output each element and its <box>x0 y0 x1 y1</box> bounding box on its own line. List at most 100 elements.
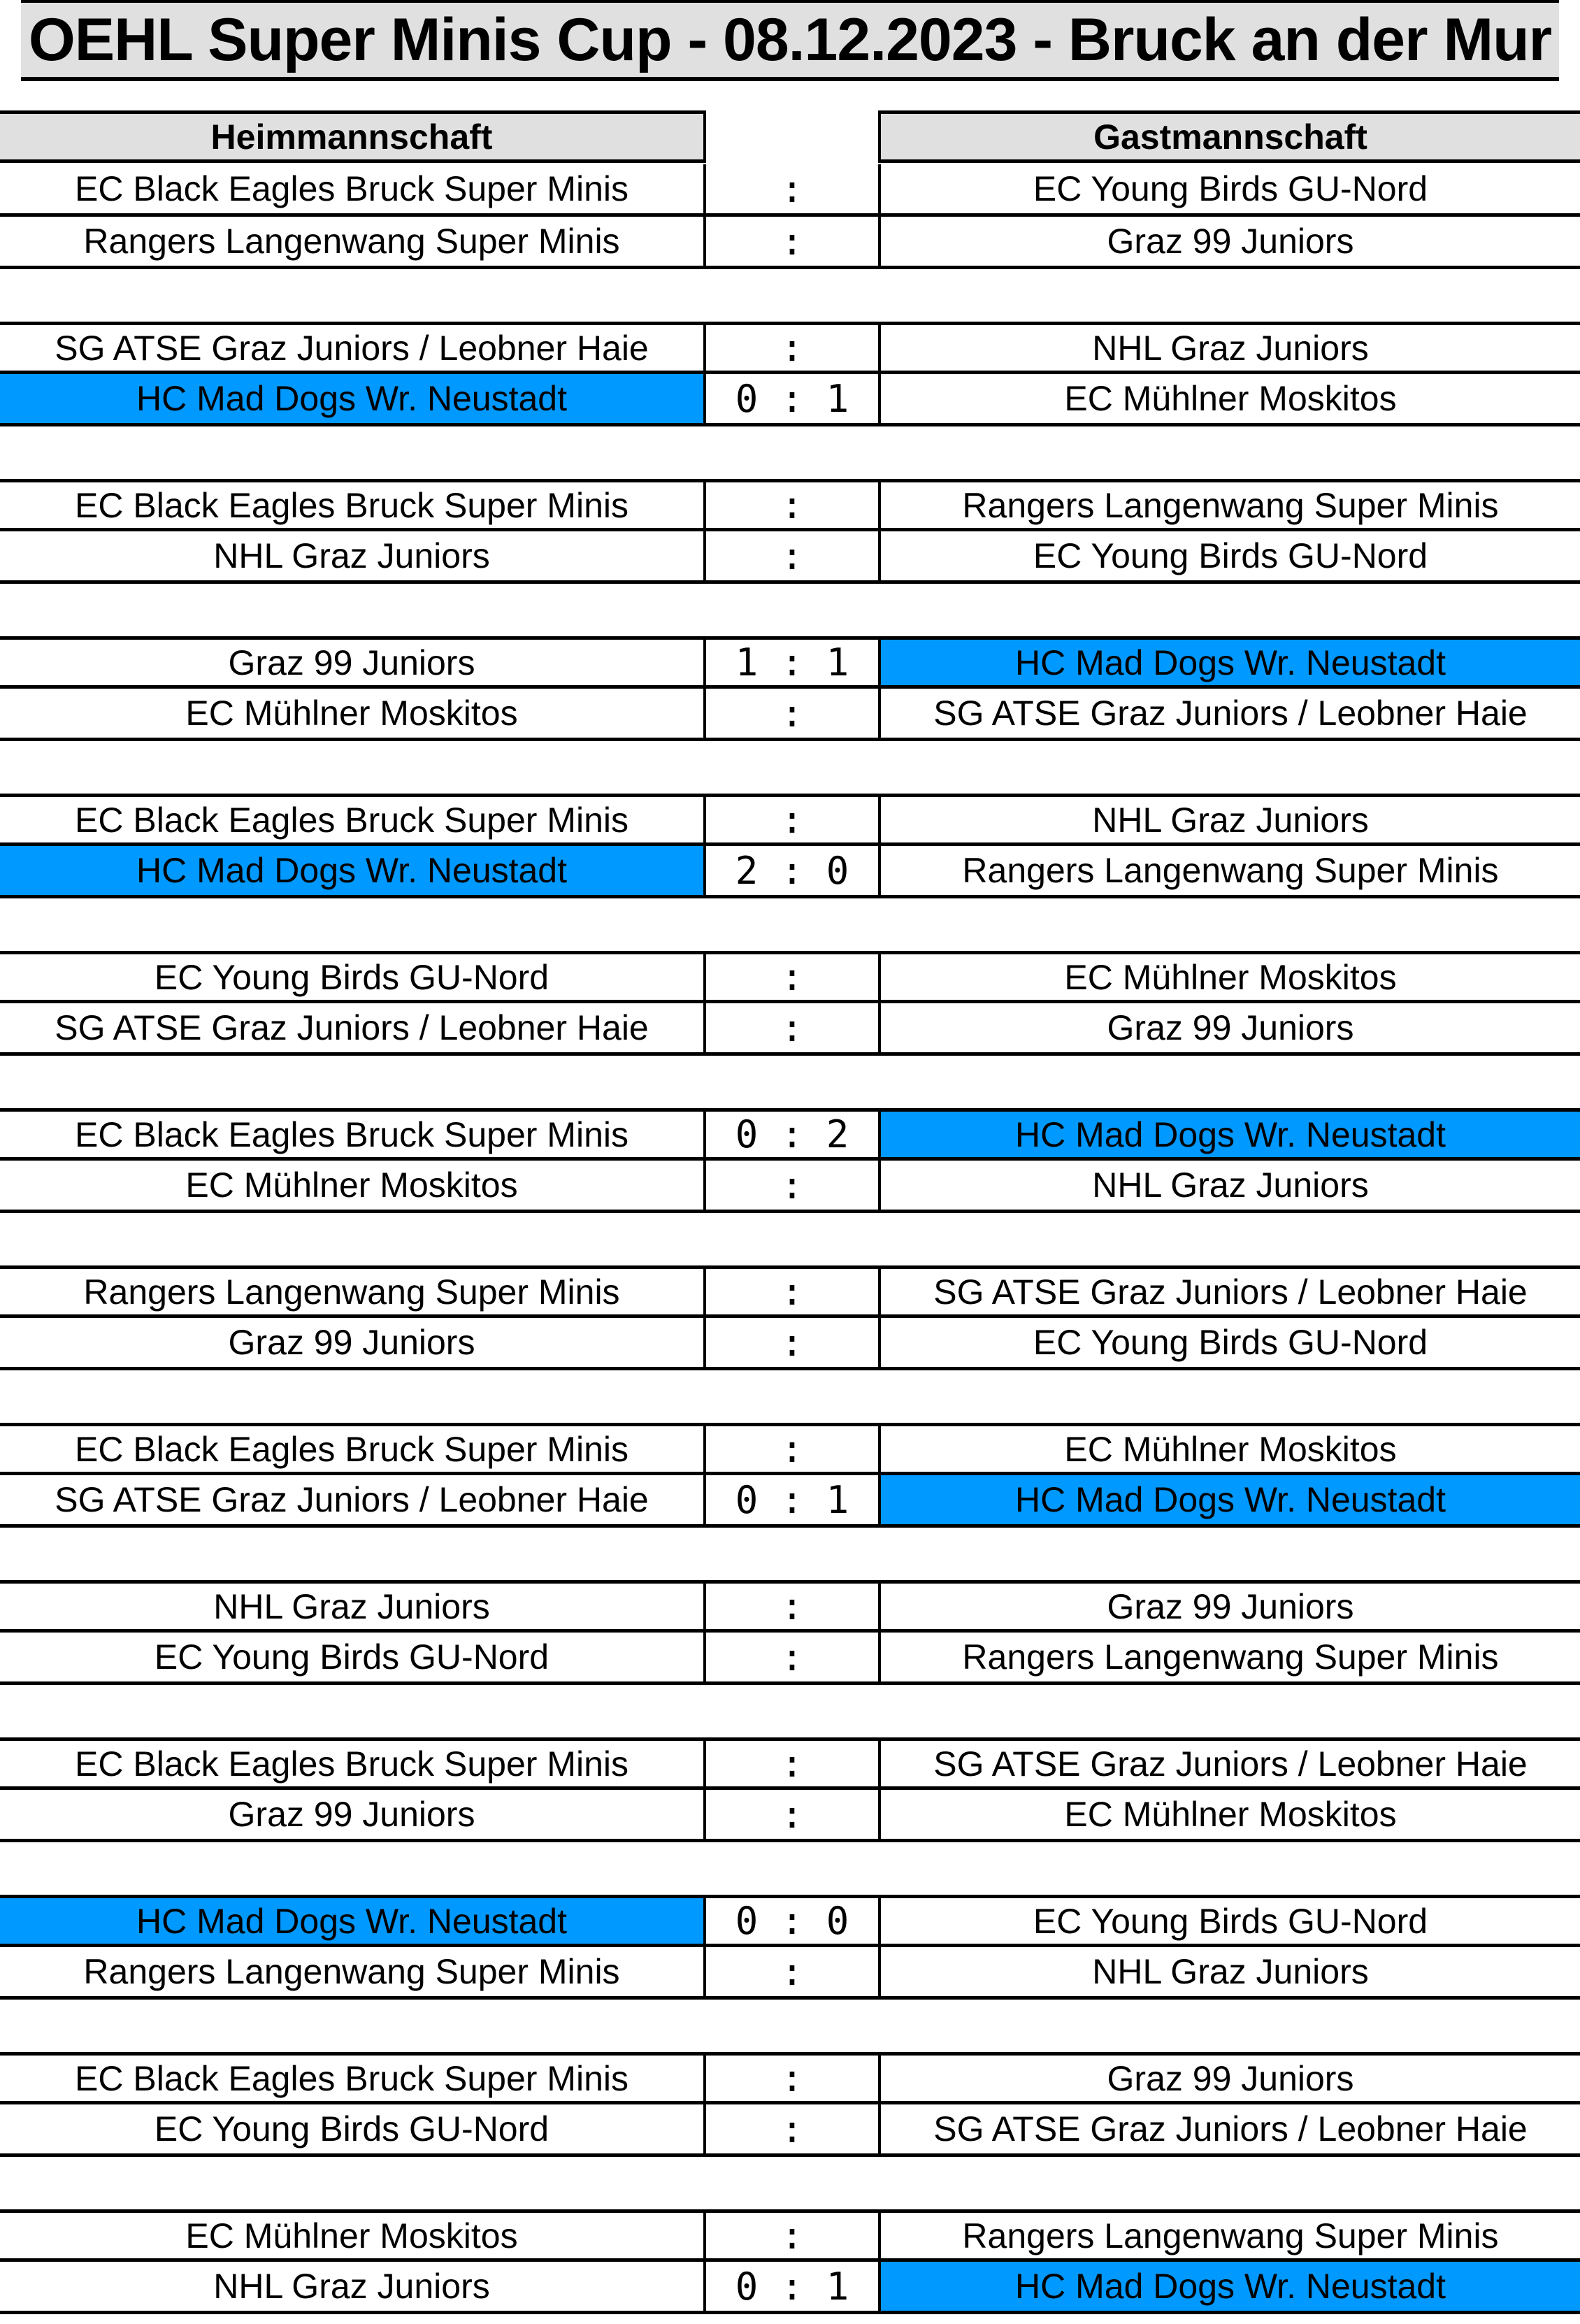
header-home: Heimmannschaft <box>0 110 706 163</box>
away-team: NHL Graz Juniors <box>881 322 1580 374</box>
match-score: : <box>706 794 881 846</box>
match-row: NHL Graz Juniors: Graz 99 Juniors <box>0 1580 1580 1633</box>
away-team: NHL Graz Juniors <box>881 794 1580 846</box>
home-team: EC Young Birds GU-Nord <box>0 951 706 1003</box>
match-row: Rangers Langenwang Super Minis: NHL Graz … <box>0 1947 1580 2000</box>
away-team: SG ATSE Graz Juniors / Leobner Haie <box>881 1737 1580 1790</box>
home-team: NHL Graz Juniors <box>0 531 706 584</box>
home-team: EC Mühlner Moskitos <box>0 1161 706 1213</box>
away-team: HC Mad Dogs Wr. Neustadt <box>881 1108 1580 1161</box>
home-team: NHL Graz Juniors <box>0 2262 706 2314</box>
away-team: SG ATSE Graz Juniors / Leobner Haie <box>881 2104 1580 2157</box>
home-team: Rangers Langenwang Super Minis <box>0 217 706 269</box>
home-team: HC Mad Dogs Wr. Neustadt <box>0 846 706 898</box>
home-team: HC Mad Dogs Wr. Neustadt <box>0 1895 706 1947</box>
match-score: 0 : 2 <box>706 1108 881 1161</box>
match-row: SG ATSE Graz Juniors / Leobner Haie 0 : 1… <box>0 1475 1580 1528</box>
match-row: EC Black Eagles Bruck Super Minis: Graz 9… <box>0 2052 1580 2104</box>
away-team: Rangers Langenwang Super Minis <box>881 2209 1580 2262</box>
away-team: NHL Graz Juniors <box>881 1947 1580 2000</box>
match-row: EC Black Eagles Bruck Super Minis: SG ATS… <box>0 1737 1580 1790</box>
home-team: EC Black Eagles Bruck Super Minis <box>0 2052 706 2104</box>
away-team: EC Mühlner Moskitos <box>881 951 1580 1003</box>
match-score: 0 : 1 <box>706 374 881 426</box>
match-score: : <box>706 1737 881 1790</box>
match-row: Graz 99 Juniors: EC Young Birds GU-Nord <box>0 1318 1580 1370</box>
match-score: : <box>706 951 881 1003</box>
match-row: EC Black Eagles Bruck Super Minis: NHL Gr… <box>0 794 1580 846</box>
home-team: SG ATSE Graz Juniors / Leobner Haie <box>0 1003 706 1056</box>
match-row: Graz 99 Juniors 1 : 1 HC Mad Dogs Wr. Neus… <box>0 636 1580 689</box>
match-row: EC Mühlner Moskitos: Rangers Langenwang S… <box>0 2209 1580 2262</box>
match-score: 0 : 1 <box>706 1475 881 1528</box>
home-team: EC Black Eagles Bruck Super Minis <box>0 479 706 531</box>
match-row: Rangers Langenwang Super Minis: SG ATSE G… <box>0 1265 1580 1318</box>
match-score: : <box>706 1790 881 1842</box>
home-team: EC Mühlner Moskitos <box>0 2209 706 2262</box>
home-team: HC Mad Dogs Wr. Neustadt <box>0 374 706 426</box>
match-score: : <box>706 1318 881 1370</box>
match-score: : <box>706 1423 881 1475</box>
match-row: EC Mühlner Moskitos: NHL Graz Juniors <box>0 1161 1580 1213</box>
away-team: HC Mad Dogs Wr. Neustadt <box>881 636 1580 689</box>
match-score: 0 : 0 <box>706 1895 881 1947</box>
home-team: EC Mühlner Moskitos <box>0 689 706 741</box>
home-team: EC Young Birds GU-Nord <box>0 2104 706 2157</box>
match-row: SG ATSE Graz Juniors / Leobner Haie: Graz… <box>0 1003 1580 1056</box>
match-row: HC Mad Dogs Wr. Neustadt 0 : 0 EC Young Bi… <box>0 1895 1580 1947</box>
home-team: EC Black Eagles Bruck Super Minis <box>0 794 706 846</box>
away-team: EC Young Birds GU-Nord <box>881 531 1580 584</box>
match-row: EC Black Eagles Bruck Super Minis: Ranger… <box>0 479 1580 531</box>
home-team: Graz 99 Juniors <box>0 636 706 689</box>
away-team: Graz 99 Juniors <box>881 217 1580 269</box>
match-row: EC Young Birds GU-Nord: SG ATSE Graz Juni… <box>0 2104 1580 2157</box>
match-score: : <box>706 1633 881 1685</box>
match-score: : <box>706 1580 881 1633</box>
match-row: Rangers Langenwang Super Minis: Graz 99 J… <box>0 217 1580 269</box>
match-score: : <box>706 2209 881 2262</box>
away-team: Graz 99 Juniors <box>881 1003 1580 1056</box>
away-team: NHL Graz Juniors <box>881 1161 1580 1213</box>
away-team: EC Mühlner Moskitos <box>881 1423 1580 1475</box>
header-away: Gastmannschaft <box>881 110 1580 163</box>
away-team: EC Young Birds GU-Nord <box>881 1895 1580 1947</box>
home-team: SG ATSE Graz Juniors / Leobner Haie <box>0 1475 706 1528</box>
home-team: SG ATSE Graz Juniors / Leobner Haie <box>0 322 706 374</box>
home-team: EC Black Eagles Bruck Super Minis <box>0 1108 706 1161</box>
away-team: SG ATSE Graz Juniors / Leobner Haie <box>881 689 1580 741</box>
away-team: EC Mühlner Moskitos <box>881 374 1580 426</box>
match-row: NHL Graz Juniors: EC Young Birds GU-Nord <box>0 531 1580 584</box>
away-team: HC Mad Dogs Wr. Neustadt <box>881 2262 1580 2314</box>
table-header: Heimmannschaft Gastmannschaft <box>0 110 1580 163</box>
away-team: Rangers Langenwang Super Minis <box>881 1633 1580 1685</box>
match-score: : <box>706 479 881 531</box>
match-row: HC Mad Dogs Wr. Neustadt 0 : 1 EC Mühlner … <box>0 374 1580 426</box>
home-team: NHL Graz Juniors <box>0 1580 706 1633</box>
home-team: EC Black Eagles Bruck Super Minis <box>0 164 706 217</box>
away-team: EC Young Birds GU-Nord <box>881 164 1580 217</box>
match-score: : <box>706 531 881 584</box>
match-row: HC Mad Dogs Wr. Neustadt 2 : 0 Rangers Lan… <box>0 846 1580 898</box>
away-team: EC Young Birds GU-Nord <box>881 1318 1580 1370</box>
home-team: Graz 99 Juniors <box>0 1318 706 1370</box>
match-score: : <box>706 1161 881 1213</box>
home-team: Rangers Langenwang Super Minis <box>0 1265 706 1318</box>
home-team: Graz 99 Juniors <box>0 1790 706 1842</box>
home-team: EC Black Eagles Bruck Super Minis <box>0 1737 706 1790</box>
match-row: NHL Graz Juniors 0 : 1 HC Mad Dogs Wr. Neu… <box>0 2262 1580 2314</box>
match-row: Graz 99 Juniors: EC Mühlner Moskitos <box>0 1790 1580 1842</box>
away-team: SG ATSE Graz Juniors / Leobner Haie <box>881 1265 1580 1318</box>
away-team: Graz 99 Juniors <box>881 2052 1580 2104</box>
away-team: Rangers Langenwang Super Minis <box>881 846 1580 898</box>
match-score: : <box>706 1265 881 1318</box>
match-row: EC Black Eagles Bruck Super Minis: EC Müh… <box>0 1423 1580 1475</box>
match-score: 1 : 1 <box>706 636 881 689</box>
match-row: EC Black Eagles Bruck Super Minis 0 : 2 HC… <box>0 1108 1580 1161</box>
match-row: EC Young Birds GU-Nord: EC Mühlner Moskit… <box>0 951 1580 1003</box>
away-team: EC Mühlner Moskitos <box>881 1790 1580 1842</box>
away-team: Rangers Langenwang Super Minis <box>881 479 1580 531</box>
match-row: EC Young Birds GU-Nord: Rangers Langenwan… <box>0 1633 1580 1685</box>
match-score: : <box>706 1003 881 1056</box>
home-team: EC Young Birds GU-Nord <box>0 1633 706 1685</box>
match-score: : <box>706 322 881 374</box>
